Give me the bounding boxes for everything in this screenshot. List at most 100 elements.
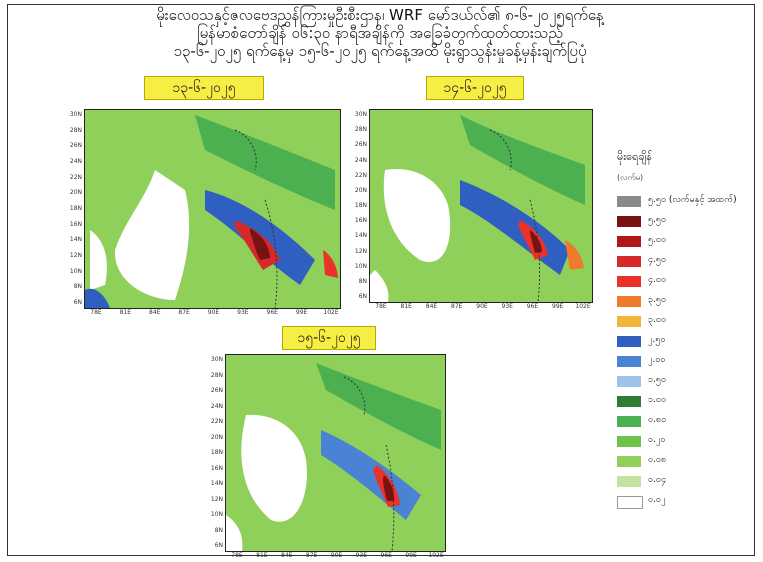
latitude-tick: 10N: [354, 262, 367, 270]
longitude-tick: 96E: [266, 309, 278, 316]
legend-item: ၀.၀၂: [617, 492, 757, 512]
longitude-tick: 93E: [501, 303, 513, 310]
longitude-tick: 84E: [149, 309, 161, 316]
latitude-tick: 22N: [354, 171, 367, 179]
latitude-tick: 28N: [69, 126, 82, 134]
legend-swatch: [617, 216, 641, 227]
longitude-tick: 78E: [231, 552, 243, 559]
latitude-tick: 14N: [69, 236, 82, 244]
latitude-tick: 20N: [210, 433, 223, 441]
longitude-tick: 84E: [425, 303, 438, 310]
latitude-tick: 30N: [354, 111, 367, 118]
latitude-tick: 6N: [73, 299, 82, 306]
legend-swatch: [617, 316, 641, 327]
latitude-tick: 30N: [210, 356, 223, 363]
title-line-2: မြန်မာစံတော်ချိန် ၀၆:၃၀ နာရီအချိန်ကို အခ…: [197, 24, 563, 42]
latitude-tick: 12N: [354, 247, 367, 255]
latitude-tick: 10N: [69, 267, 82, 275]
latitude-tick: 20N: [69, 189, 82, 197]
legend-swatch: [617, 396, 641, 407]
longitude-tick: 99E: [405, 552, 417, 559]
legend-label: ၀.၂၀: [648, 435, 666, 445]
legend-item: ၄.၀၀: [617, 272, 757, 292]
longitude-tick: 90E: [330, 552, 343, 559]
legend-swatch: [617, 336, 641, 347]
legend-swatch: [617, 376, 641, 387]
legend-item: ၀.၀၄: [617, 472, 757, 492]
legend-item: ၅.၅၀ (လက်မနှင့် အထက်): [617, 192, 757, 212]
figure-frame: [7, 4, 755, 556]
latitude-tick: 24N: [354, 156, 367, 164]
legend-label: ၅.၅၀ (လက်မနှင့် အထက်): [648, 195, 737, 205]
legend-label: ၂.၅၀: [648, 335, 666, 345]
legend-item: ၀.၀၈: [617, 452, 757, 472]
latitude-tick: 30N: [69, 111, 82, 118]
legend-item: ၄.၅၀: [617, 252, 757, 272]
legend-item: ၃.၅၀: [617, 292, 757, 312]
longitude-tick: 90E: [476, 303, 488, 310]
longitude-tick: 81E: [400, 303, 412, 310]
longitude-tick: 93E: [355, 552, 368, 559]
longitude-tick: 90E: [207, 309, 220, 316]
map-date-label: ၁၄-၆-၂၀၂၅: [426, 76, 524, 100]
legend-item: ၃.၀၀: [617, 312, 757, 332]
longitude-tick: 78E: [90, 309, 102, 316]
longitude-tick: 102E: [323, 309, 339, 316]
legend-item: ၂.၀၀: [617, 352, 757, 372]
legend-item: ၁.၀၀: [617, 392, 757, 412]
longitude-tick: 81E: [256, 552, 268, 559]
legend-label: ၂.၀၀: [648, 355, 666, 365]
legend-label: ၀.၀၄: [648, 475, 667, 485]
legend-item: ၅.၀၀: [617, 232, 757, 252]
legend-title: မိုးရေချိန်: [617, 150, 652, 163]
latitude-tick: 8N: [214, 526, 223, 534]
longitude-tick: 84E: [281, 552, 293, 559]
latitude-tick: 24N: [210, 402, 223, 410]
title-line-3: ၁၃-၆-၂၀၂၅ ရက်နေ့မှ ၁၅-၆-၂၀၂၅ ရက်နေ့အထိ မ…: [173, 42, 587, 60]
latitude-tick: 6N: [358, 293, 367, 300]
longitude-tick: 99E: [552, 303, 564, 310]
latitude-tick: 16N: [210, 464, 223, 472]
longitude-tick: 102E: [575, 303, 591, 310]
legend-label: ၄.၅၀: [648, 255, 667, 265]
longitude-tick: 87E: [305, 552, 318, 559]
latitude-tick: 8N: [73, 283, 82, 291]
latitude-tick: 10N: [210, 511, 223, 518]
legend-swatch: [617, 356, 641, 367]
rainfall-cover: [85, 110, 340, 308]
legend-swatch: [617, 476, 641, 487]
latitude-tick: 20N: [354, 186, 367, 194]
longitude-tick: 96E: [380, 552, 392, 559]
longitude-tick: 99E: [295, 309, 308, 316]
legend-swatch: [617, 416, 641, 427]
legend-swatch: [617, 496, 643, 509]
latitude-tick: 28N: [210, 371, 223, 379]
legend-label: ၀.၀၈: [648, 455, 667, 465]
map-date-label: ၁၃-၆-၂၀၂၅: [144, 76, 264, 100]
legend-item: ၀.၂၀: [617, 432, 757, 452]
legend-label: ၅.၅၀: [648, 215, 667, 225]
legend-label: ၀.၈၀: [648, 415, 667, 425]
latitude-tick: 26N: [69, 142, 82, 150]
latitude-tick: 22N: [210, 418, 223, 425]
legend-label: ၅.၀၀: [648, 235, 667, 245]
legend-swatch: [617, 276, 641, 287]
legend-swatch: [617, 256, 641, 267]
legend-swatch: [617, 196, 641, 207]
legend-item: ၀.၈၀: [617, 412, 757, 432]
legend-swatch: [617, 436, 641, 447]
latitude-tick: 16N: [69, 220, 82, 228]
longitude-tick: 78E: [375, 303, 387, 310]
latitude-tick: 6N: [214, 542, 223, 549]
latitude-tick: 12N: [210, 495, 223, 503]
legend-item: ၂.၅၀: [617, 332, 757, 352]
rainfall-legend: မိုးရေချိန် (လက်မ) ၅.၅၀ (လက်မနှင့် အထက်)…: [617, 150, 757, 512]
legend-label: ၃.၅၀: [648, 295, 667, 305]
legend-item: ၁.၅၀: [617, 372, 757, 392]
latitude-tick: 14N: [210, 480, 223, 487]
latitude-tick: 8N: [358, 277, 367, 285]
longitude-tick: 81E: [119, 309, 132, 316]
latitude-tick: 16N: [354, 217, 367, 225]
latitude-tick: 22N: [69, 173, 82, 181]
legend-item: ၅.၅၀: [617, 212, 757, 232]
